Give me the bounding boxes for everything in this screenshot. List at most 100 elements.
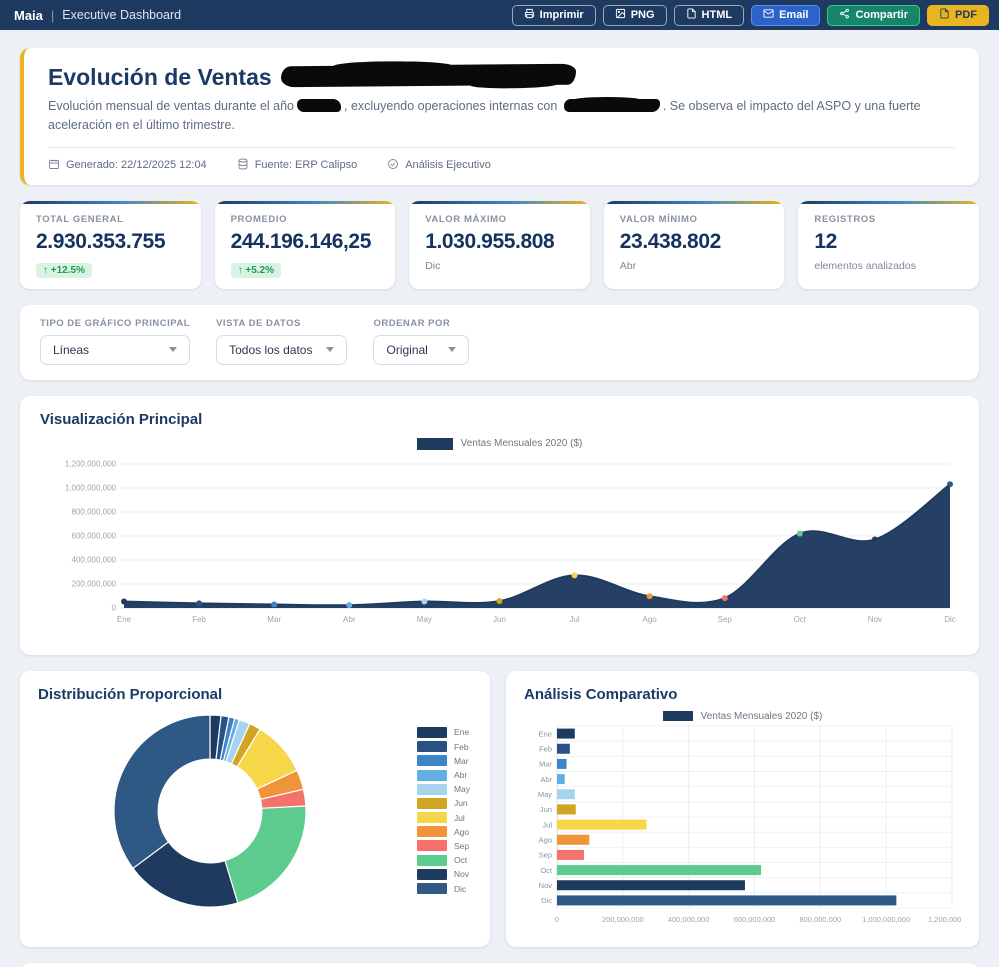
- legend-label: Abr: [453, 770, 468, 781]
- legend-swatch: [662, 711, 693, 721]
- data-view-value: Todos los datos: [229, 342, 313, 357]
- data-view-select[interactable]: Todos los datos: [216, 334, 348, 365]
- svg-text:Ago: Ago: [539, 835, 552, 844]
- main-area-chart: 0 200,000,000 400,000,000 600,000,000 800,00…: [65, 459, 956, 624]
- kpi-label: TOTAL GENERAL: [36, 213, 124, 225]
- donut-legend-item: Dic: [416, 883, 470, 895]
- kpi-value: 2.930.353.755: [36, 229, 166, 253]
- chevron-down-icon: [169, 347, 178, 352]
- calendar-icon: [48, 158, 60, 173]
- svg-text:Feb: Feb: [192, 615, 206, 624]
- trend-badge: ↑ +5.2%: [230, 262, 282, 278]
- analysis-card: Análisis Estratégico ### Análisis de Evo…: [20, 962, 979, 967]
- main-chart-title: Visualización Principal: [40, 410, 203, 428]
- sort-by-label: ORDENAR POR: [373, 317, 451, 329]
- donut-legend-item: Sep: [416, 840, 470, 852]
- legend-label: Nov: [453, 869, 470, 880]
- kpi-value: 244.196.146,25: [230, 229, 372, 253]
- svg-text:400,000,000: 400,000,000: [668, 915, 710, 924]
- data-point: [721, 594, 728, 601]
- svg-text:200,000,000: 200,000,000: [602, 915, 644, 924]
- share-button[interactable]: Compartir: [827, 4, 920, 26]
- svg-text:1,200,000,000: 1,200,000,000: [65, 459, 117, 468]
- svg-text:800,000,000: 800,000,000: [799, 915, 841, 924]
- horizontal-bar-chart: 0 200,000,000 400,000,000 600,000,000 800,00…: [538, 725, 976, 924]
- svg-text:May: May: [538, 789, 552, 798]
- donut-legend-item: Feb: [416, 741, 470, 753]
- database-icon: [237, 158, 249, 173]
- chart-type-value: Líneas: [53, 342, 90, 357]
- bar: [557, 788, 575, 799]
- page-title: Executive Dashboard: [62, 8, 182, 22]
- bar: [557, 819, 647, 830]
- main-chart-legend: Ventas Mensuales 2020 ($): [40, 437, 959, 450]
- data-point: [271, 601, 278, 608]
- kpi-valor-maximo: VALOR MÁXIMO 1.030.955.808 Dic: [409, 200, 590, 289]
- kpi-label: REGISTROS: [814, 213, 876, 225]
- data-point: [121, 598, 127, 605]
- legend-label: May: [453, 784, 470, 795]
- data-point: [571, 571, 578, 578]
- data-point: [496, 597, 503, 604]
- nav-divider: |: [50, 7, 55, 23]
- legend-label: Dic: [453, 883, 467, 894]
- svg-text:Oct: Oct: [540, 865, 553, 874]
- report-meta: Generado: 22/12/2025 12:04 Fuente: ERP C…: [48, 158, 955, 173]
- svg-text:Jul: Jul: [569, 615, 579, 624]
- sort-by-value: Original: [386, 342, 428, 357]
- bar: [557, 773, 565, 784]
- image-icon: [615, 8, 626, 22]
- redaction: [297, 99, 341, 113]
- email-button-label: Email: [779, 9, 809, 21]
- svg-text:Jun: Jun: [493, 615, 506, 624]
- donut-legend-item: Abr: [416, 769, 470, 781]
- bar-chart-title: Análisis Comparativo: [524, 685, 678, 703]
- png-button[interactable]: PNG: [602, 4, 667, 26]
- chevron-down-icon: [326, 347, 335, 352]
- kpi-registros: REGISTROS 12 elementos analizados: [798, 200, 979, 289]
- bar: [557, 879, 745, 890]
- bar: [557, 849, 584, 860]
- html-button[interactable]: HTML: [673, 4, 745, 26]
- kpi-value: 23.438.802: [619, 229, 722, 253]
- kpi-value: 1.030.955.808: [425, 229, 555, 253]
- legend-label: Sep: [453, 840, 470, 851]
- svg-text:Jul: Jul: [542, 820, 552, 829]
- bar: [557, 758, 567, 769]
- source-meta: Fuente: ERP Calipso: [237, 158, 357, 173]
- svg-text:Dic: Dic: [944, 615, 956, 624]
- legend-swatch: [416, 840, 447, 852]
- svg-text:0: 0: [112, 603, 117, 612]
- email-button[interactable]: Email: [751, 4, 821, 26]
- bar: [557, 864, 762, 875]
- legend-label: Feb: [453, 741, 469, 752]
- donut-chart-title: Distribución Proporcional: [38, 685, 223, 703]
- data-point: [421, 598, 428, 605]
- svg-text:1,200,000,000: 1,200,000,000: [928, 915, 961, 924]
- bar: [557, 894, 897, 905]
- share-icon: [839, 8, 850, 22]
- donut-legend-item: Jun: [416, 797, 470, 809]
- donut-legend: Ene Feb Mar Abr May Jun Jul Ago Sep Oct Nov Dic: [416, 726, 470, 895]
- svg-text:0: 0: [555, 915, 559, 924]
- data-point: [947, 480, 953, 487]
- chart-type-select[interactable]: Líneas: [40, 334, 191, 365]
- svg-text:Feb: Feb: [539, 744, 552, 753]
- report-header-card: Evolución de Ventas Evolución mensual de…: [20, 48, 979, 185]
- check-circle-icon: [387, 158, 399, 173]
- legend-swatch: [416, 812, 447, 824]
- sort-by-select[interactable]: Original: [373, 334, 470, 365]
- data-point: [796, 530, 803, 537]
- chart-controls: TIPO DE GRÁFICO PRINCIPAL Líneas VISTA D…: [20, 304, 979, 380]
- legend-label: Mar: [453, 755, 469, 766]
- kpi-label: PROMEDIO: [230, 213, 288, 225]
- legend-swatch: [416, 726, 447, 738]
- pdf-button[interactable]: PDF: [927, 4, 989, 26]
- kpi-label: VALOR MÍNIMO: [619, 213, 698, 225]
- brand-logo: Maia: [14, 7, 43, 23]
- file-icon: [939, 8, 950, 22]
- legend-label: Ventas Mensuales 2020 ($): [460, 438, 583, 449]
- kpi-sub: elementos analizados: [814, 259, 916, 272]
- print-button[interactable]: Imprimir: [511, 4, 596, 26]
- donut-chart: [113, 713, 307, 908]
